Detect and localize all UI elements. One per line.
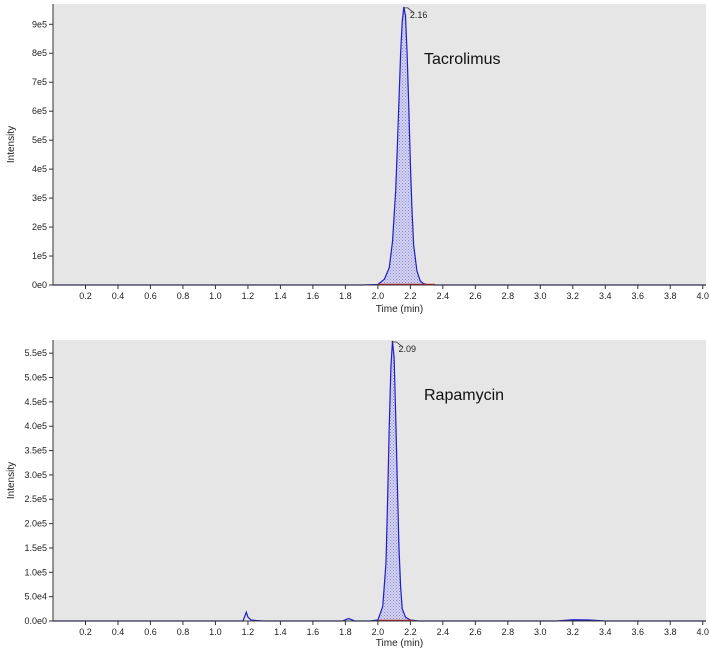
rapamycin-x-tick-label: 2.0 [372, 627, 385, 637]
rapamycin-y-tick-label: 2.0e5 [24, 519, 47, 529]
rapamycin-x-tick-label: 1.8 [339, 627, 352, 637]
rapamycin-x-tick-label: 0.2 [79, 627, 92, 637]
rapamycin-x-tick-label: 2.4 [437, 627, 450, 637]
chromatogram-tacrolimus-svg: 0.2 0.4 0.6 0.8 1.0 1.2 1.4 1.6 1.8 2.0 2.2 2.4 2.6 2… [6, 4, 709, 315]
rapamycin-x-tick-label: 0.4 [112, 627, 125, 637]
tacrolimus-plot-area [53, 4, 706, 285]
tacrolimus-x-tick-label: 3.2 [567, 291, 580, 301]
rapamycin-y-tick-label: 2.5e5 [24, 494, 47, 504]
tacrolimus-x-tick-label: 3.6 [632, 291, 645, 301]
rapamycin-y-tick-label: 0.0e0 [24, 616, 47, 626]
tacrolimus-x-tick-label: 1.0 [209, 291, 222, 301]
tacrolimus-x-tick-label: 0.8 [177, 291, 190, 301]
tacrolimus-y-axis-title: Intensity [6, 126, 17, 163]
tacrolimus-x-axis-title: Time (min) [376, 304, 423, 315]
rapamycin-x-tick-label: 0.8 [177, 627, 190, 637]
rapamycin-y-tick-label: 1.0e5 [24, 567, 47, 577]
tacrolimus-y-tick-label: 4e5 [32, 164, 47, 174]
tacrolimus-y-tick-label: 3e5 [32, 193, 47, 203]
tacrolimus-y-tick-label: 0e0 [32, 280, 47, 290]
rapamycin-y-tick-label: 5.0e4 [24, 592, 47, 602]
rapamycin-y-tick-label: 5.5e5 [24, 348, 47, 358]
tacrolimus-x-tick-label: 2.8 [502, 291, 515, 301]
tacrolimus-x-tick-label: 1.4 [274, 291, 287, 301]
tacrolimus-x-tick-label: 2.2 [404, 291, 417, 301]
tacrolimus-y-tick-label: 1e5 [32, 251, 47, 261]
rapamycin-y-tick-label: 3.0e5 [24, 470, 47, 480]
rapamycin-y-axis-title: Intensity [6, 462, 17, 499]
rapamycin-x-tick-label: 1.6 [307, 627, 320, 637]
tacrolimus-y-tick-label: 7e5 [32, 77, 47, 87]
tacrolimus-compound-label: Tacrolimus [424, 51, 500, 68]
rapamycin-y-tick-label: 3.5e5 [24, 446, 47, 456]
tacrolimus-y-tick-label: 9e5 [32, 19, 47, 29]
rapamycin-x-tick-label: 3.6 [632, 627, 645, 637]
tacrolimus-x-tick-label: 2.6 [469, 291, 482, 301]
rapamycin-x-tick-label: 2.6 [469, 627, 482, 637]
tacrolimus-x-tick-label: 4.0 [696, 291, 709, 301]
rapamycin-x-tick-label: 2.8 [502, 627, 515, 637]
rapamycin-x-tick-label: 3.8 [664, 627, 677, 637]
rapamycin-y-tick-label: 5.0e5 [24, 372, 47, 382]
tacrolimus-x-tick-label: 0.4 [112, 291, 125, 301]
rapamycin-y-tick-label: 4.5e5 [24, 397, 47, 407]
tacrolimus-peak-label: 2.16 [410, 10, 428, 20]
tacrolimus-y-tick-label: 8e5 [32, 48, 47, 58]
rapamycin-x-tick-label: 1.0 [209, 627, 222, 637]
rapamycin-x-tick-label: 4.0 [696, 627, 709, 637]
tacrolimus-x-tick-label: 2.4 [437, 291, 450, 301]
chromatogram-tacrolimus: 0.2 0.4 0.6 0.8 1.0 1.2 1.4 1.6 1.8 2.0 2.2 2.4 2.6 2… [0, 0, 709, 318]
tacrolimus-x-tick-label: 3.8 [664, 291, 677, 301]
chromatogram-rapamycin: 0.2 0.4 0.6 0.8 1.0 1.2 1.4 1.6 1.8 2.0 2.2 2.4 2.6 2… [0, 336, 709, 652]
rapamycin-x-tick-label: 1.2 [242, 627, 255, 637]
tacrolimus-x-tick-label: 1.8 [339, 291, 352, 301]
rapamycin-x-tick-label: 3.4 [599, 627, 612, 637]
rapamycin-y-tick-label: 1.5e5 [24, 543, 47, 553]
tacrolimus-x-tick-label: 0.6 [144, 291, 157, 301]
rapamycin-peak-label: 2.09 [398, 344, 416, 354]
tacrolimus-peak-area [377, 6, 435, 286]
rapamycin-plot-area [53, 340, 706, 621]
tacrolimus-x-tick-label: 3.4 [599, 291, 612, 301]
rapamycin-x-tick-label: 3.0 [534, 627, 547, 637]
tacrolimus-y-tick-label: 6e5 [32, 106, 47, 116]
rapamycin-y-tick-label: 4.0e5 [24, 421, 47, 431]
tacrolimus-x-tick-label: 0.2 [79, 291, 92, 301]
chromatogram-rapamycin-svg: 0.2 0.4 0.6 0.8 1.0 1.2 1.4 1.6 1.8 2.0 2.2 2.4 2.6 2… [6, 340, 709, 649]
rapamycin-x-tick-label: 2.2 [404, 627, 417, 637]
tacrolimus-peak-leader [402, 7, 415, 14]
tacrolimus-x-tick-label: 2.0 [372, 291, 385, 301]
rapamycin-x-tick-label: 1.4 [274, 627, 287, 637]
tacrolimus-x-tick-label: 1.6 [307, 291, 320, 301]
tacrolimus-y-tick-label: 2e5 [32, 222, 47, 232]
rapamycin-peak-leader [391, 341, 403, 348]
rapamycin-x-axis-title: Time (min) [376, 638, 423, 649]
tacrolimus-y-tick-label: 5e5 [32, 135, 47, 145]
rapamycin-compound-label: Rapamycin [424, 387, 504, 404]
rapamycin-x-tick-label: 0.6 [144, 627, 157, 637]
tacrolimus-x-tick-label: 1.2 [242, 291, 255, 301]
tacrolimus-x-tick-label: 3.0 [534, 291, 547, 301]
rapamycin-x-tick-label: 3.2 [567, 627, 580, 637]
